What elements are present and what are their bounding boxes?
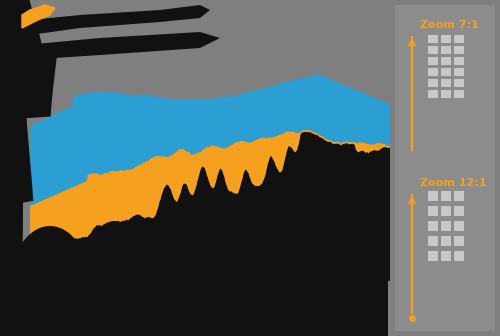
Bar xyxy=(145,285,205,336)
Bar xyxy=(428,221,438,231)
Bar xyxy=(428,236,438,246)
Bar xyxy=(441,90,451,98)
Bar xyxy=(441,236,451,246)
Bar xyxy=(441,191,451,201)
Polygon shape xyxy=(320,241,360,286)
Bar xyxy=(80,285,150,336)
Bar xyxy=(441,68,451,76)
Bar xyxy=(454,68,464,76)
Bar xyxy=(441,206,451,216)
Bar xyxy=(441,35,451,43)
Bar xyxy=(395,5,495,331)
Polygon shape xyxy=(30,132,390,281)
Bar xyxy=(320,285,360,336)
Bar xyxy=(441,79,451,87)
Bar xyxy=(441,251,451,261)
Bar xyxy=(454,251,464,261)
Bar xyxy=(428,191,438,201)
Bar xyxy=(428,68,438,76)
Bar xyxy=(441,46,451,54)
Bar xyxy=(454,236,464,246)
Bar xyxy=(428,46,438,54)
Polygon shape xyxy=(145,231,205,286)
Text: Zoom 12:1: Zoom 12:1 xyxy=(420,178,486,188)
Polygon shape xyxy=(197,226,253,286)
Polygon shape xyxy=(0,0,58,336)
Polygon shape xyxy=(10,226,90,286)
Bar xyxy=(428,206,438,216)
Polygon shape xyxy=(15,30,220,60)
Polygon shape xyxy=(352,236,388,286)
Bar xyxy=(454,206,464,216)
Bar xyxy=(441,57,451,65)
Bar xyxy=(454,79,464,87)
Bar xyxy=(428,90,438,98)
Bar xyxy=(454,90,464,98)
Bar xyxy=(428,57,438,65)
Bar xyxy=(441,221,451,231)
Bar xyxy=(352,285,388,336)
Polygon shape xyxy=(30,130,390,256)
Bar xyxy=(240,285,290,336)
Bar xyxy=(428,35,438,43)
Text: Zoom 7:1: Zoom 7:1 xyxy=(420,20,479,30)
Bar xyxy=(428,251,438,261)
Bar xyxy=(283,285,327,336)
Polygon shape xyxy=(20,5,210,35)
Bar xyxy=(454,57,464,65)
Bar xyxy=(454,35,464,43)
Bar xyxy=(454,221,464,231)
Polygon shape xyxy=(240,236,290,286)
Polygon shape xyxy=(22,5,55,28)
Bar xyxy=(454,46,464,54)
Bar xyxy=(10,285,90,336)
Bar xyxy=(197,285,253,336)
Polygon shape xyxy=(80,221,150,286)
Bar xyxy=(454,191,464,201)
Polygon shape xyxy=(30,74,390,206)
Polygon shape xyxy=(283,231,327,286)
Bar xyxy=(428,79,438,87)
